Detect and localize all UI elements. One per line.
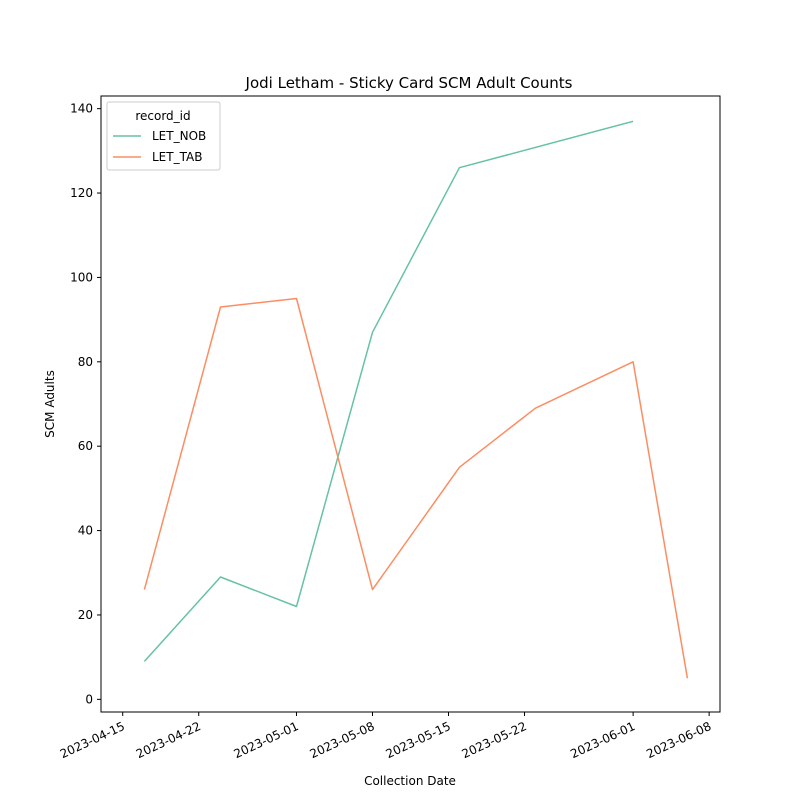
y-tick-label: 60: [78, 439, 93, 453]
x-tick-label: 2023-06-01: [568, 719, 637, 761]
y-tick-label: 100: [70, 270, 93, 284]
plot-frame: [100, 95, 721, 713]
y-tick-label: 80: [78, 355, 93, 369]
series-layer: [143, 120, 689, 679]
x-tick-label: 2023-05-22: [460, 719, 529, 761]
y-axis-label: SCM Adults: [43, 370, 57, 438]
x-axis-label: Collection Date: [364, 774, 456, 788]
legend-box: [106, 101, 221, 171]
y-tick-label: 40: [78, 524, 93, 538]
y-tick-label: 0: [85, 692, 93, 706]
y-tick-label: 140: [70, 102, 93, 116]
y-tick-label: 20: [78, 608, 93, 622]
legend-label-let-tab: LET_TAB: [152, 150, 202, 164]
x-tick-label: 2023-06-08: [644, 719, 713, 761]
y-axis: 0 20 40 60 80 100 120 140: [70, 102, 101, 706]
x-axis: 2023-04-15 2023-04-22 2023-05-01 2023-05-08…: [58, 712, 713, 761]
series-line-let-tab: [143, 297, 689, 679]
x-tick-label: 2023-04-22: [134, 719, 203, 761]
legend-label-let-nob: LET_NOB: [152, 129, 206, 143]
legend-title: record_id: [135, 109, 190, 123]
y-tick-label: 120: [70, 186, 93, 200]
legend: record_id LET_NOB LET_TAB: [106, 101, 221, 171]
x-tick-label: 2023-04-15: [58, 719, 127, 761]
x-tick-label: 2023-05-15: [384, 719, 453, 761]
x-tick-label: 2023-05-01: [232, 719, 301, 761]
chart-title: Jodi Letham - Sticky Card SCM Adult Coun…: [245, 74, 573, 92]
series-line-let-nob: [143, 120, 634, 662]
x-tick-label: 2023-05-08: [308, 719, 377, 761]
